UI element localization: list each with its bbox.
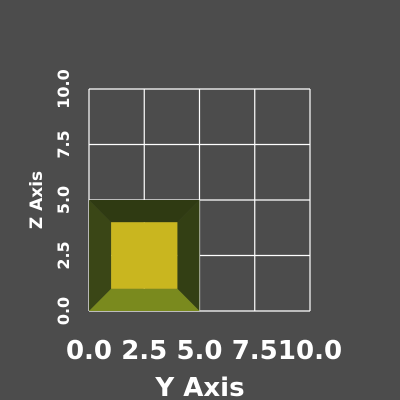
y-axis-tick-label-2: 5.0 [176,336,222,366]
z-axis-title: Z Axis [27,171,47,229]
bevel-bottom-face [89,288,200,311]
z-axis-tick-label-4: 10.0 [54,69,73,108]
y-axis-tick-label-1: 2.5 [121,336,167,366]
y-axis-tick-label-3: 7.5 [232,336,278,366]
z-axis-tick-label-2: 5.0 [54,186,73,214]
y-axis-ticks: 0.0 2.5 5.0 7.5 10.0 [66,336,342,366]
z-axis-tick-label-0: 0.0 [54,297,73,325]
beveled-square-object [89,200,200,311]
z-axis-ticks: 0.0 2.5 5.0 7.5 10.0 [54,69,73,325]
bevel-top-face [89,200,200,223]
bevel-right-face [177,200,200,311]
y-axis-tick-label-0: 0.0 [66,336,112,366]
z-axis-tick-label-3: 7.5 [54,130,73,158]
y-axis-title: Y Axis [154,373,244,400]
z-axis-tick-label-1: 2.5 [54,241,73,269]
front-face [111,222,178,289]
y-axis-tick-label-4: 10.0 [278,336,342,366]
bevel-left-face [89,200,112,311]
